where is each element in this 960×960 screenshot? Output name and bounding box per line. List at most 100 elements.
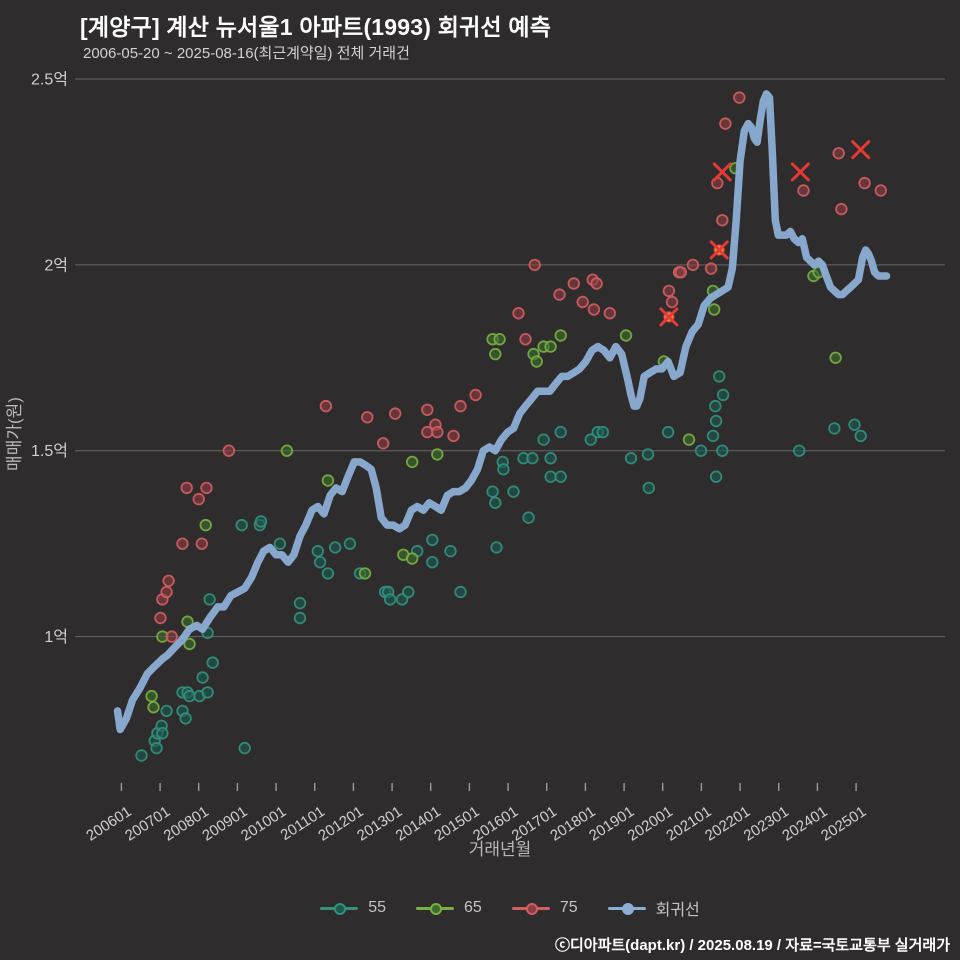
point-55 <box>661 425 675 439</box>
point-55 <box>343 537 357 550</box>
point-65 <box>358 567 372 580</box>
point-65 <box>199 518 212 532</box>
point-65 <box>406 552 419 565</box>
point-75 <box>662 284 676 298</box>
point-75 <box>567 277 581 290</box>
point-55 <box>383 593 397 606</box>
point-55 <box>313 556 327 569</box>
point-55 <box>706 429 720 443</box>
point-55 <box>444 544 457 558</box>
point-55 <box>203 593 216 606</box>
point-65 <box>708 303 721 316</box>
point-75 <box>421 403 434 417</box>
point-75 <box>587 303 601 316</box>
point-55 <box>426 556 439 569</box>
point-55 <box>273 537 287 550</box>
point-55 <box>709 470 723 483</box>
point-75 <box>665 295 679 309</box>
point-75 <box>377 437 390 450</box>
y-tick-label: 1.5억 <box>31 442 68 460</box>
point-65 <box>489 347 502 361</box>
point-75 <box>874 184 888 197</box>
legend-label: 회귀선 <box>655 902 700 919</box>
outlier-x-icon <box>712 162 732 182</box>
point-75 <box>176 537 189 550</box>
regression-line <box>113 90 891 734</box>
point-75 <box>162 574 175 588</box>
point-75 <box>733 91 746 104</box>
point-55 <box>713 370 726 383</box>
point-65 <box>431 448 444 461</box>
point-65 <box>530 355 543 368</box>
point-75 <box>674 266 688 279</box>
point-65 <box>280 444 294 457</box>
point-75 <box>858 176 871 190</box>
y-axis-title: 매매가(원) <box>5 397 24 471</box>
point-65 <box>147 701 160 714</box>
point-55 <box>554 425 567 439</box>
point-55 <box>329 541 342 554</box>
y-tick-label: 2.5억 <box>31 71 68 89</box>
point-55 <box>293 611 307 625</box>
legend-item-회귀선: 회귀선 <box>607 896 700 920</box>
point-55 <box>854 429 867 443</box>
outlier-x-icon <box>851 140 871 160</box>
outlier-x-icon <box>790 162 810 182</box>
legend-label: 75 <box>559 899 578 916</box>
point-55 <box>522 511 535 524</box>
point-75 <box>192 492 205 506</box>
x-tick-label: 202501 <box>818 803 869 845</box>
x-tick-label: 201001 <box>238 803 289 845</box>
point-65 <box>145 689 158 703</box>
point-75 <box>160 585 173 599</box>
point-55 <box>196 671 209 684</box>
point-55 <box>486 485 499 498</box>
point-75 <box>154 611 167 625</box>
y-tick-label: 1억 <box>44 628 68 646</box>
legend-label: 55 <box>368 899 387 916</box>
point-55 <box>507 485 520 498</box>
point-75 <box>195 537 209 550</box>
outlier-x-icon <box>709 240 729 260</box>
point-75 <box>590 277 603 290</box>
point-75 <box>797 184 810 197</box>
point-65 <box>183 637 196 651</box>
point-55 <box>321 567 335 580</box>
point-55 <box>716 388 730 402</box>
point-55 <box>641 448 655 461</box>
point-75 <box>716 214 729 227</box>
point-55 <box>848 418 861 431</box>
point-75 <box>603 307 617 320</box>
point-55 <box>596 425 610 439</box>
point-75 <box>222 444 236 457</box>
legend-marker-icon <box>511 901 550 915</box>
point-75 <box>576 295 589 309</box>
point-55 <box>828 422 841 435</box>
point-55 <box>201 686 214 699</box>
point-75 <box>454 399 467 413</box>
point-75 <box>719 117 732 130</box>
point-75 <box>704 262 718 275</box>
point-65 <box>829 351 842 365</box>
point-55 <box>709 414 723 428</box>
point-55 <box>554 470 567 483</box>
point-75 <box>361 411 374 424</box>
point-55 <box>254 515 268 528</box>
point-65 <box>554 329 567 342</box>
point-65 <box>493 333 506 346</box>
point-75 <box>512 307 525 320</box>
point-55 <box>160 704 173 718</box>
point-75 <box>431 425 444 439</box>
point-65 <box>321 474 335 487</box>
point-75 <box>389 407 402 420</box>
point-65 <box>406 455 419 469</box>
point-55 <box>497 463 510 476</box>
point-55 <box>544 452 557 465</box>
legend-item-65: 65 <box>416 899 482 917</box>
legend-item-55: 55 <box>320 899 386 917</box>
legend-label: 65 <box>464 899 482 916</box>
point-55 <box>490 541 503 554</box>
point-55 <box>624 452 638 465</box>
legend-marker-icon <box>416 901 455 915</box>
